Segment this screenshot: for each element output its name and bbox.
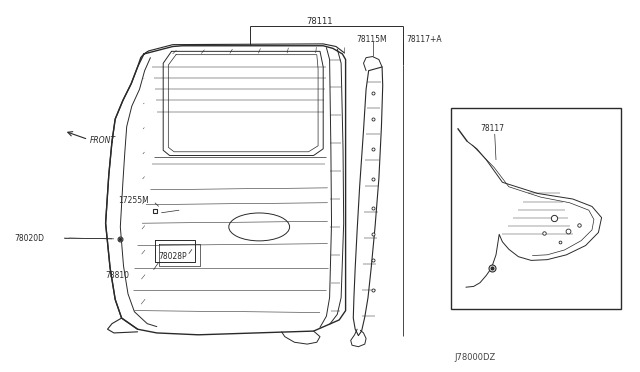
Text: 17255M: 17255M — [118, 196, 149, 205]
Text: 78028P: 78028P — [159, 252, 188, 261]
Text: J78000DZ: J78000DZ — [454, 353, 495, 362]
Text: 78115M: 78115M — [356, 35, 387, 44]
Text: 78117: 78117 — [480, 124, 504, 133]
Text: 78117+A: 78117+A — [406, 35, 442, 44]
Text: 78111: 78111 — [307, 17, 333, 26]
Text: 78810: 78810 — [106, 271, 130, 280]
Text: 78020D: 78020D — [14, 234, 44, 243]
Bar — [451, 108, 621, 309]
Text: FRONT: FRONT — [90, 136, 116, 145]
